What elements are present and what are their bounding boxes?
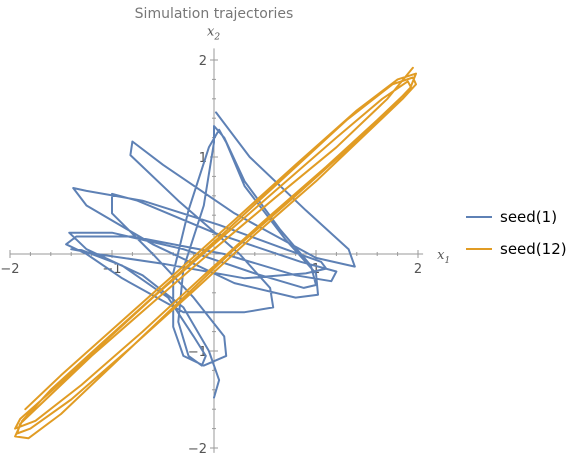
series-line-seed-12 [14,66,417,440]
legend-label-seed-12: seed(12) [500,240,567,258]
x-tick-label: −1 [102,262,121,277]
legend-item-seed-1: seed(1) [466,208,557,226]
legend-label-seed-1: seed(1) [500,208,557,226]
chart-title: Simulation trajectories [135,6,294,22]
axis-ticks [9,59,419,449]
x-tick-label: 2 [414,262,422,277]
y-tick-label: 1 [199,151,207,166]
legend-item-seed-12: seed(12) [466,240,567,258]
y-axis-label-sub: 2 [213,32,220,42]
series-line-seed-1 [65,111,356,399]
axis-tick-labels: −2 −1 1 2−2−112 [0,54,422,457]
x-tick-label: −2 [0,262,19,277]
plot-area [14,66,417,440]
y-axis-label: x2 [207,24,220,42]
y-axis-label-var: x [207,24,215,39]
x-axis-label-var: x [437,248,445,263]
x-tick-label: 1 [312,262,320,277]
x-axis-label: x1 [437,248,450,266]
y-tick-label: 2 [199,54,207,69]
x-axis-label-sub: 1 [444,256,450,266]
y-tick-label: −2 [188,442,207,457]
legend: seed(1) seed(12) [466,208,567,258]
